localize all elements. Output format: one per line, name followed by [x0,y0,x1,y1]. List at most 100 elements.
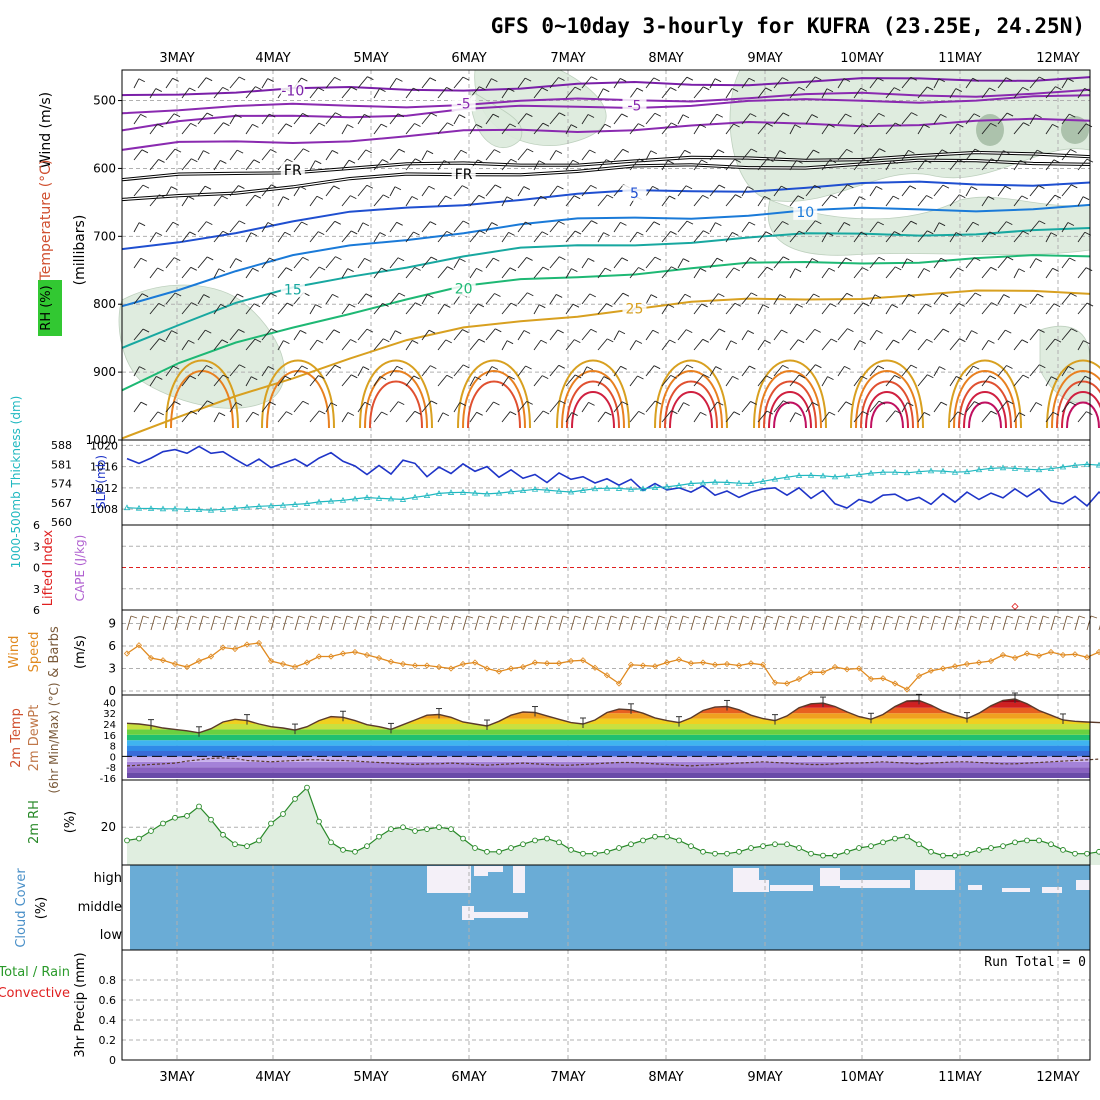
wind-barb-flag [762,304,770,309]
rh-point [988,845,994,851]
wind-barb [1045,376,1052,387]
wind-barb [325,364,336,377]
wind-barb-flag [974,257,981,262]
lifted-tick-label: 6 [33,604,40,617]
wind-speed-point [567,657,575,665]
wind-barb [869,77,878,89]
wind-barb [709,222,716,233]
wind-barb [357,258,365,269]
rh-point [1012,839,1018,846]
wind-barb [837,222,845,233]
wind-barb [981,410,992,423]
wind-barb-flag [429,77,437,82]
wind-barb [885,304,893,315]
wind-barb-flag [462,185,469,190]
wind-barb [213,195,223,207]
wind-barb [549,365,560,377]
wind-barb-flag [717,401,724,406]
wind-barb [709,293,719,305]
day-label-top: 12MAY [1036,51,1080,66]
surface-wind-barb-flag [862,615,870,619]
wind-barb-flag [638,123,645,128]
wind-barb-flag [618,330,626,335]
wind-barb [389,257,399,269]
wind-barb [901,329,911,341]
wind-speed-point [927,667,935,674]
wind-barb-flag [653,221,661,226]
wind-barb [917,303,926,315]
wind-barb-flag [779,294,787,298]
wind-barb-flag [447,122,454,127]
wind-barb [229,293,238,305]
wind-barb [197,400,208,413]
wind-barb-flag [382,159,389,163]
wind-barb-flag [415,158,422,163]
wind-barb [485,257,494,269]
wind-barb-flag [190,123,197,127]
wind-barb-flag [1003,294,1010,298]
wind-speed-point [867,675,875,683]
wind-barb-flag [1038,329,1045,333]
surface-wind-barb [978,615,984,631]
rh-point [136,835,142,842]
wind-barb-flag [525,365,532,370]
isotherm-line [121,180,1091,251]
wind-barb-flag [525,221,532,226]
wind-barb-flag [509,267,517,272]
wind-barb-flag [459,114,466,119]
wind-barb [165,330,172,341]
wind-barb-flag [1069,257,1076,262]
surface-wind-barb [966,615,972,631]
wind-barb [261,113,270,125]
wind-barb [709,78,716,89]
surface-wind-barb-flag [142,615,150,619]
wind-barb-flag [381,411,388,416]
wind-barb [677,364,688,377]
wind-barb [581,149,590,161]
wind-barb [453,329,463,341]
wind-barb [405,302,416,315]
wind-barb [693,230,704,243]
wind-speed-point [411,662,419,669]
wind-barb [629,411,639,423]
wind-barb [389,78,397,89]
wind-barb [373,159,383,171]
wind-barb [517,330,525,341]
wind-barb-flag [476,411,483,416]
wind-barb-flag [171,330,178,335]
wind-barb-flag [541,231,549,236]
wind-barb [453,185,463,197]
cloud-gap [733,868,759,892]
wind-barb-flag [415,302,422,307]
isotherm-loop [457,359,531,429]
wind-barb [549,256,560,269]
wind-barb [917,124,925,135]
wind-barb-flag [174,257,181,262]
wind-barb-flag [733,267,740,272]
wind-barb-flag [667,304,675,308]
wind-barb-flag [603,232,610,237]
surface-wind-barb [462,615,468,631]
wind-barb [245,194,256,207]
wind-barb [261,222,269,233]
wind-barb-flag [923,124,930,128]
wind-barb [629,158,640,171]
rh-point [208,816,214,823]
frame-layer [118,69,1091,1061]
wind-barb [645,221,655,233]
wind-barb [661,266,672,279]
wind-barb-flag [925,159,932,164]
wind-barb [901,77,912,89]
surface-wind-barb-flag [1090,615,1098,619]
thickness-point [771,475,779,482]
cloud-gap [474,912,528,918]
wind-barb-flag [494,293,501,297]
wind-barb [709,366,717,377]
temp-tick-label: 8 [110,742,116,753]
wind-barb [677,114,684,125]
surface-wind-barb [786,615,792,631]
surface-wind-barb [510,615,516,631]
wind-barb [757,410,768,423]
thickness-point [543,486,551,493]
wind-barb-flag [846,292,853,297]
